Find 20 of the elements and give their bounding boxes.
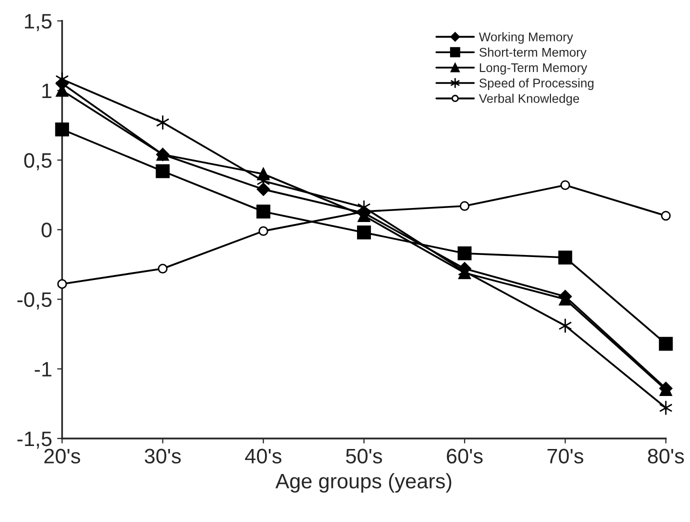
x-tick-label: 30's bbox=[144, 448, 181, 464]
y-tick-label: -0,5 bbox=[17, 292, 52, 310]
x-tick-label: 70's bbox=[548, 448, 584, 464]
y-tick-label: 0,5 bbox=[24, 153, 52, 170]
y-tick-label: 1,5 bbox=[25, 14, 52, 32]
y-tick-label: -1 bbox=[34, 362, 52, 376]
y-tick-label: 0 bbox=[42, 222, 52, 238]
legend-label: Speed of Processing bbox=[479, 78, 594, 90]
legend-label: Working Memory bbox=[478, 32, 574, 44]
x-tick-label: 60's bbox=[446, 448, 483, 464]
y-tick-label: 1 bbox=[42, 84, 52, 98]
legend-label: Long-Term Memory bbox=[480, 63, 588, 75]
x-axis-title: Age groups (years) bbox=[275, 473, 452, 493]
y-tick-label: -1,5 bbox=[17, 432, 52, 449]
legend-label: Verbal Knowledge bbox=[478, 94, 580, 106]
x-tick-label: 80's bbox=[648, 448, 684, 464]
x-tick-label: 20's bbox=[44, 448, 80, 464]
legend-label: Short-term Memory bbox=[479, 48, 587, 60]
x-tick-label: 40's bbox=[245, 448, 282, 464]
x-tick-label: 50's bbox=[346, 448, 382, 464]
